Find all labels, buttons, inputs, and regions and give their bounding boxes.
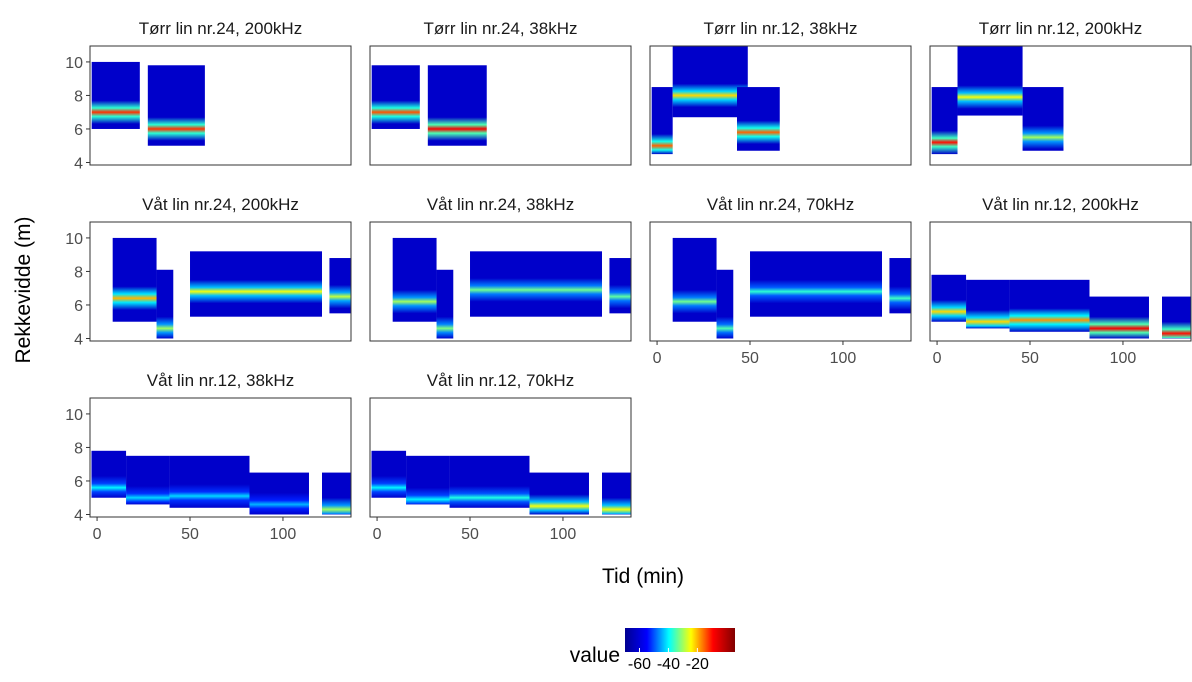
echogram-block	[651, 87, 673, 155]
echogram-block	[126, 455, 170, 505]
colorbar-tick-label: -20	[686, 656, 709, 673]
panel-border	[89, 45, 352, 166]
x-tick-label: 0	[373, 526, 382, 543]
panel	[392, 237, 631, 339]
echogram-block	[672, 237, 717, 322]
echogram-block	[750, 251, 882, 317]
panel	[672, 237, 911, 339]
echogram-block	[609, 258, 631, 314]
echogram-block	[147, 65, 205, 146]
echogram-block	[470, 251, 602, 317]
y-tick-label: 10	[65, 407, 83, 424]
panel-border	[649, 45, 912, 166]
echogram-block	[957, 46, 1023, 116]
panel-border	[929, 221, 1192, 342]
y-tick-label: 4	[74, 155, 83, 172]
echogram-block	[427, 65, 487, 146]
panel	[91, 61, 205, 146]
y-tick-label: 4	[74, 331, 83, 348]
panel-border	[369, 45, 632, 166]
echogram-block	[1022, 87, 1064, 151]
panel	[651, 46, 780, 155]
panel	[931, 274, 1191, 339]
echogram-block	[169, 455, 250, 508]
y-tick-label: 6	[74, 474, 83, 491]
echogram-block	[156, 269, 174, 339]
x-tick-label: 100	[550, 526, 577, 543]
panel	[91, 450, 351, 515]
x-tick-label: 100	[830, 350, 857, 367]
x-tick-label: 100	[1110, 350, 1137, 367]
y-tick-label: 10	[65, 231, 83, 248]
facet-title: Tørr lin nr.12, 200kHz	[979, 19, 1142, 38]
facet-title: Våt lin nr.24, 200kHz	[142, 195, 299, 214]
echogram-block	[1089, 296, 1149, 339]
y-tick-label: 8	[74, 88, 83, 105]
y-tick-label: 10	[65, 55, 83, 72]
echogram-block	[449, 455, 530, 508]
facet-title: Våt lin nr.12, 70kHz	[427, 371, 574, 390]
y-tick-label: 8	[74, 440, 83, 457]
x-tick-label: 0	[653, 350, 662, 367]
echogram-block	[112, 237, 157, 322]
y-tick-label: 6	[74, 122, 83, 139]
echogram-block	[371, 65, 420, 129]
echogram-block	[1009, 279, 1090, 332]
panel	[931, 46, 1064, 155]
x-tick-label: 50	[1021, 350, 1039, 367]
panel	[112, 237, 351, 339]
x-tick-label: 100	[270, 526, 297, 543]
x-tick-label: 0	[93, 526, 102, 543]
echogram-block	[406, 455, 450, 505]
y-tick-label: 4	[74, 507, 83, 524]
echogram-block	[91, 61, 140, 129]
x-tick-label: 50	[741, 350, 759, 367]
echogram-block	[931, 274, 967, 322]
facet-title: Våt lin nr.24, 70kHz	[707, 195, 854, 214]
facet-title: Våt lin nr.12, 200kHz	[982, 195, 1139, 214]
legend-title: value	[570, 644, 620, 667]
echogram-block	[966, 279, 1010, 329]
panel-border	[369, 397, 632, 518]
echogram-block	[392, 237, 437, 322]
echogram-block	[1162, 296, 1191, 339]
panel-border	[369, 221, 632, 342]
echogram-block	[329, 258, 351, 314]
colorbar-tick-label: -60	[628, 656, 651, 673]
echogram-block	[529, 472, 589, 515]
echogram-block	[602, 472, 631, 515]
panel	[371, 65, 487, 146]
x-axis-label: Tid (min)	[602, 565, 684, 588]
colorbar-tick-label: -40	[657, 656, 680, 673]
panel-border	[929, 45, 1192, 166]
y-tick-label: 8	[74, 264, 83, 281]
facet-title: Tørr lin nr.24, 38kHz	[424, 19, 578, 38]
echogram-block	[371, 450, 407, 498]
facet-title: Tørr lin nr.24, 200kHz	[139, 19, 302, 38]
colorbar	[625, 628, 735, 652]
echogram-block	[190, 251, 322, 317]
echogram-block	[91, 450, 127, 498]
x-tick-label: 50	[181, 526, 199, 543]
x-tick-label: 50	[461, 526, 479, 543]
y-axis-label: Rekkevidde (m)	[12, 216, 35, 363]
echogram-block	[737, 87, 780, 151]
echogram-block	[436, 269, 454, 339]
panel-border	[89, 221, 352, 342]
echogram-block	[889, 258, 911, 314]
panel-border	[649, 221, 912, 342]
echogram-block	[931, 87, 958, 155]
facet-title: Våt lin nr.24, 38kHz	[427, 195, 574, 214]
panel	[371, 450, 631, 515]
echogram-block	[249, 472, 309, 515]
panel-border	[89, 397, 352, 518]
x-tick-label: 0	[933, 350, 942, 367]
echogram-block	[716, 269, 734, 339]
facet-title: Tørr lin nr.12, 38kHz	[704, 19, 858, 38]
facet-title: Våt lin nr.12, 38kHz	[147, 371, 294, 390]
y-tick-label: 6	[74, 298, 83, 315]
echogram-block	[322, 472, 351, 515]
echogram-block	[672, 46, 748, 118]
